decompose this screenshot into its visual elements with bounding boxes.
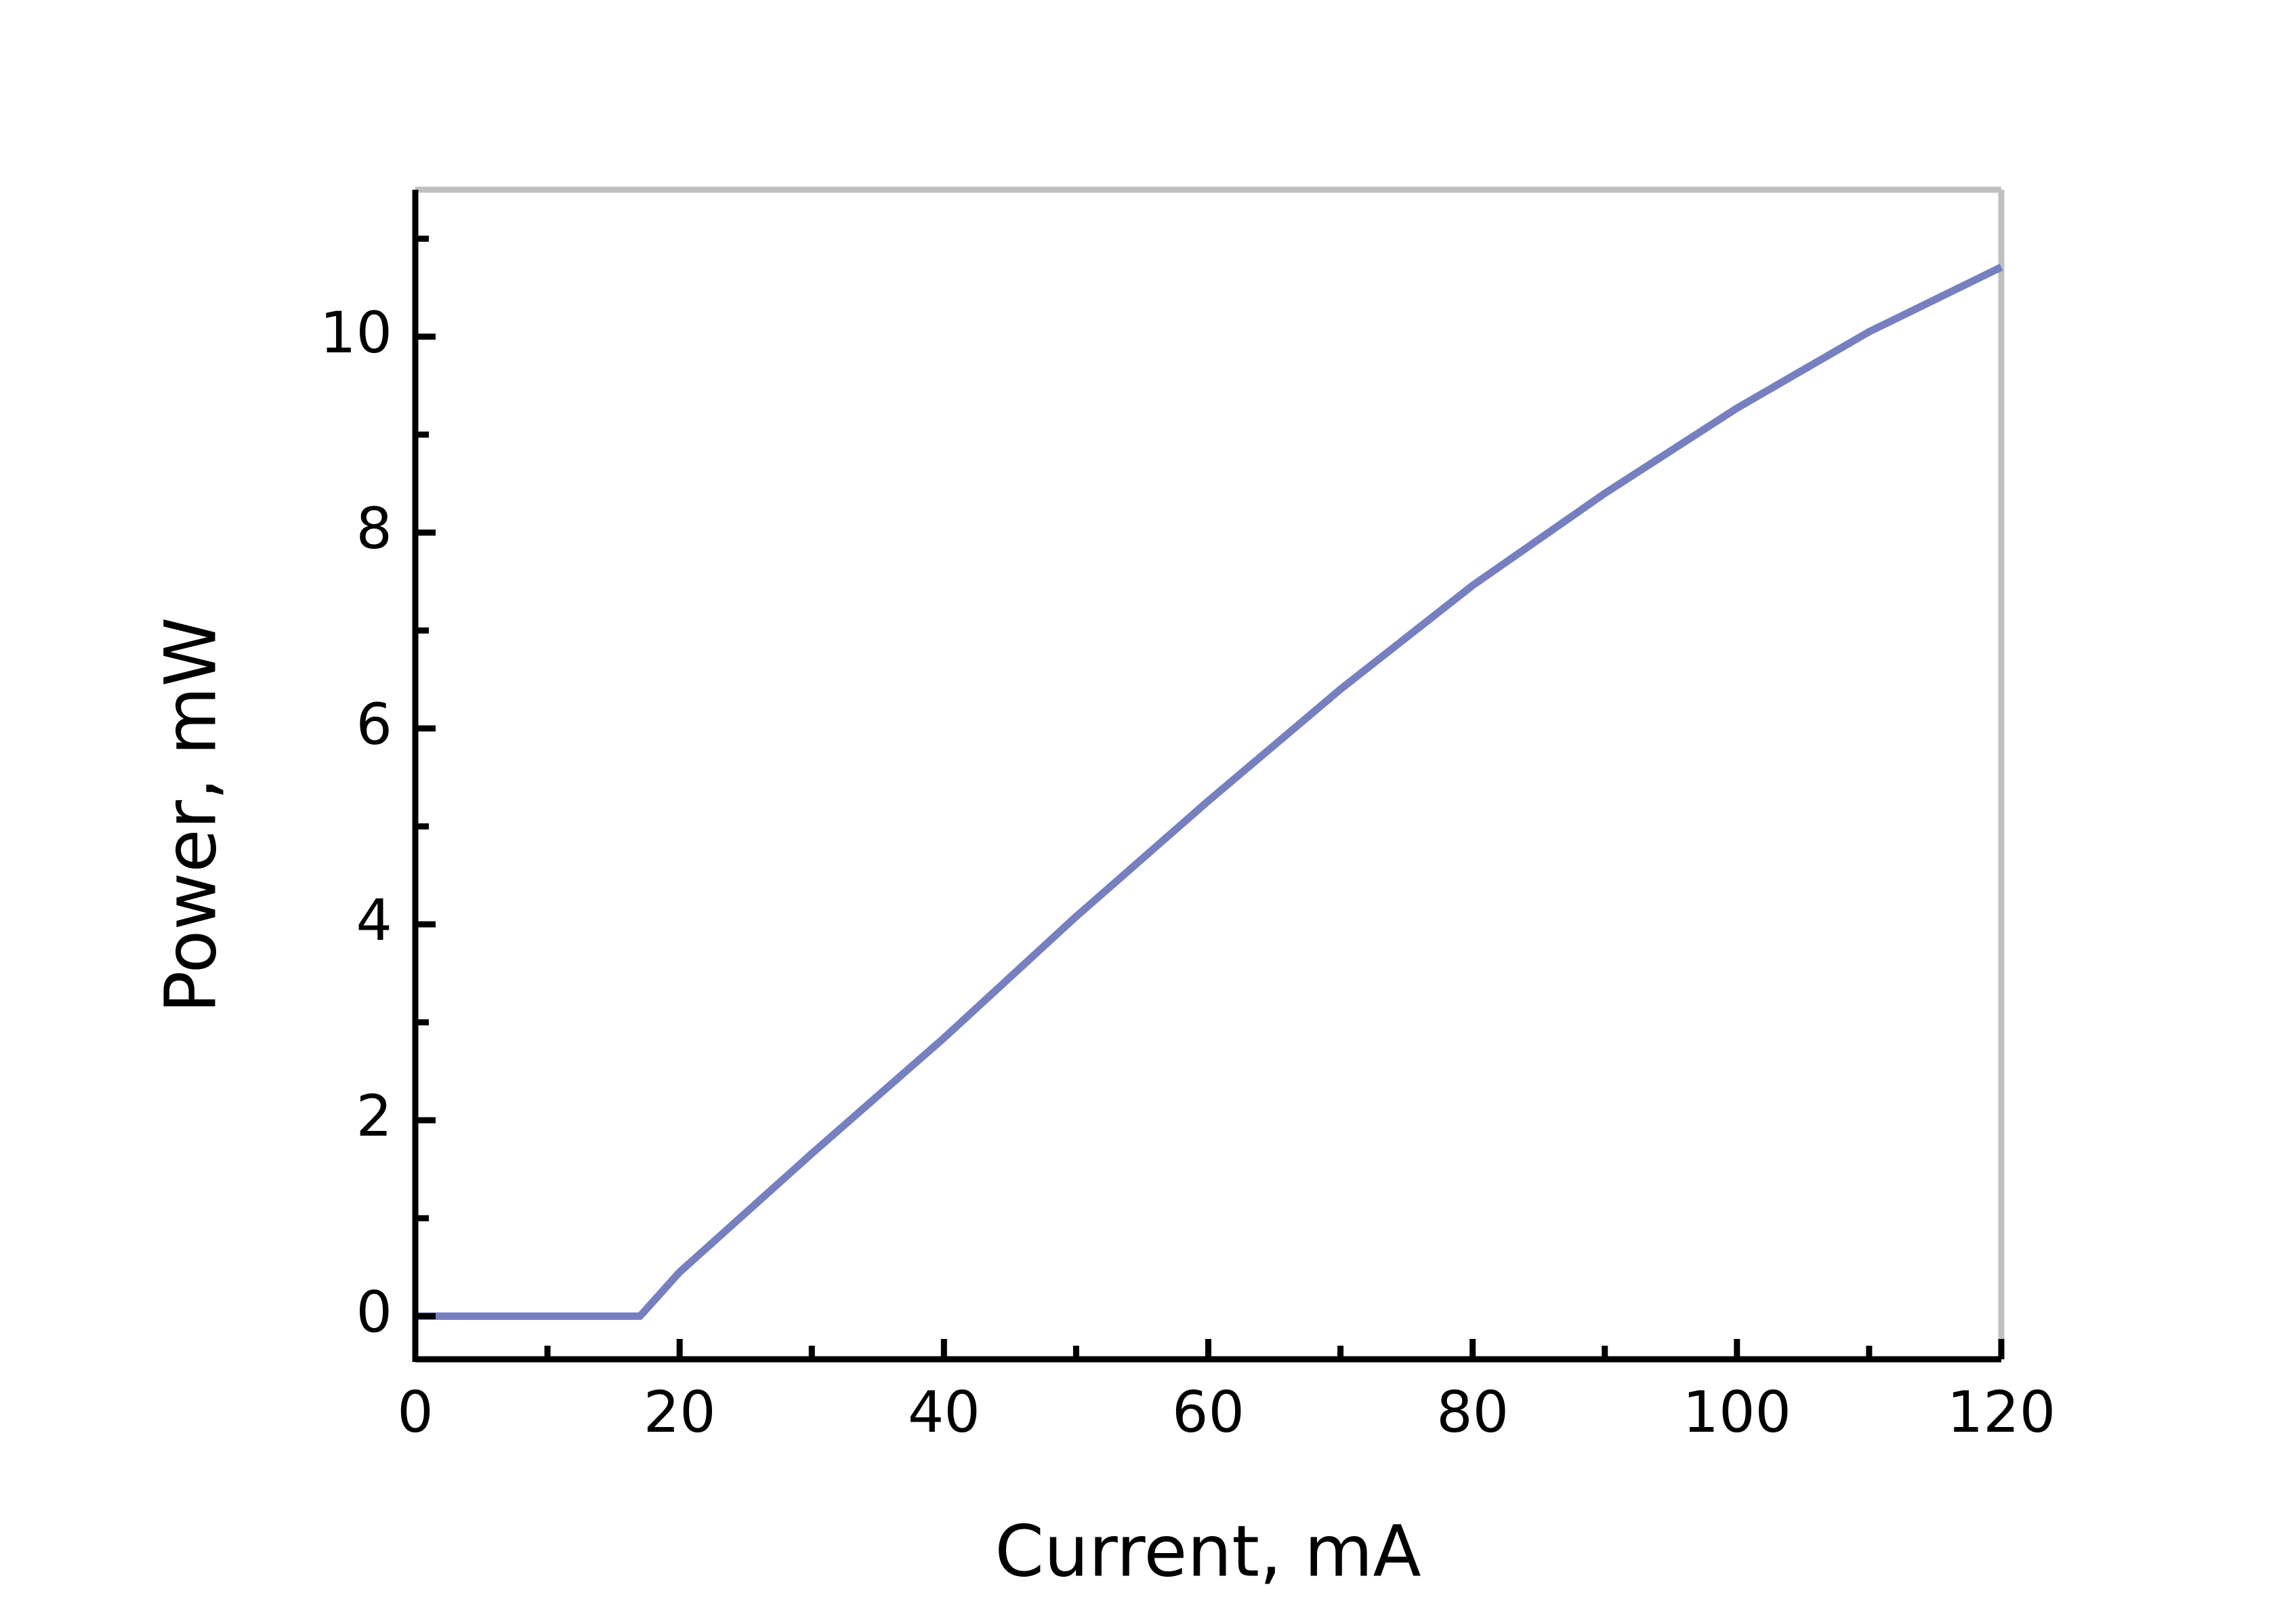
y-tick-label: 6 [356, 691, 392, 758]
y-tick-label: 8 [356, 495, 392, 562]
y-tick-label: 10 [320, 299, 392, 366]
x-tick-label: 40 [908, 1379, 980, 1445]
x-tick-label: 60 [1172, 1379, 1245, 1445]
y-tick-label: 2 [356, 1083, 392, 1149]
x-tick-label: 0 [397, 1379, 433, 1445]
x-tick-label: 20 [644, 1379, 716, 1445]
x-axis-title: Current, mA [995, 1510, 1421, 1592]
y-tick-label: 0 [356, 1279, 392, 1345]
data-line [415, 264, 2003, 1320]
x-tick-label: 80 [1436, 1379, 1509, 1445]
x-tick-label: 120 [1947, 1379, 2055, 1445]
x-tick-label: 100 [1683, 1379, 1791, 1445]
y-axis-title: Power, mW [149, 617, 232, 1014]
y-tick-label: 4 [356, 887, 392, 953]
